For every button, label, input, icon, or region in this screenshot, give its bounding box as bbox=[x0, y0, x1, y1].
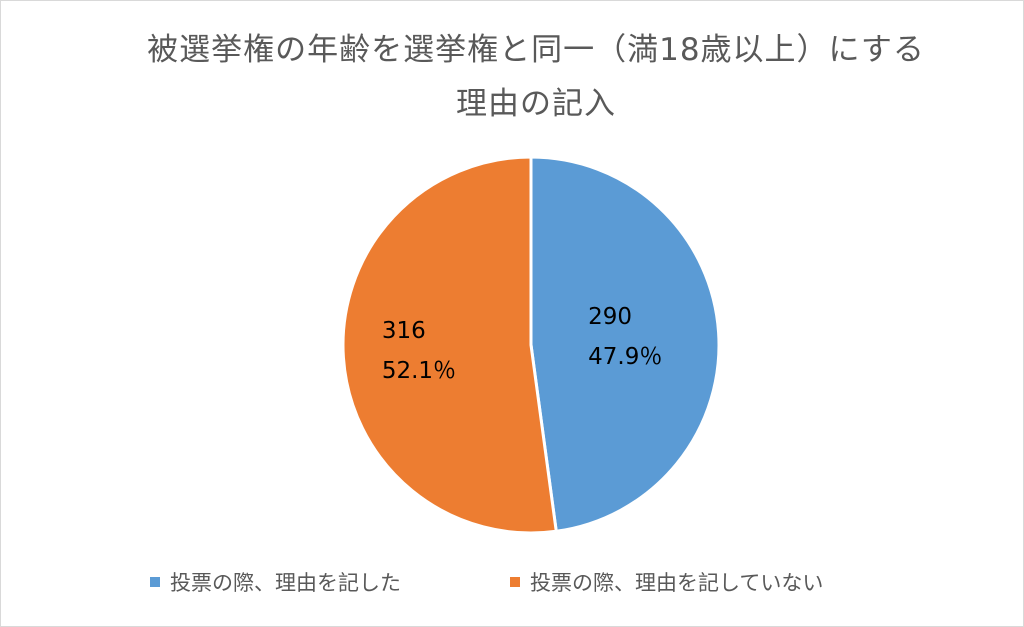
pie-data-labels: 290 47.9％ 316 52.1％ bbox=[382, 304, 663, 384]
legend-item-recorded: 投票の際、理由を記した bbox=[150, 567, 401, 597]
data-label-percent-recorded: 47.9％ bbox=[588, 344, 662, 370]
pie-chart: 290 47.9％ 316 52.1％ bbox=[341, 155, 721, 535]
legend-swatch-blue bbox=[150, 577, 160, 587]
data-label-value-not-recorded: 316 bbox=[382, 318, 426, 344]
legend-label-not-recorded: 投票の際、理由を記していない bbox=[530, 571, 824, 595]
legend-swatch-orange bbox=[510, 577, 520, 587]
legend-item-not-recorded: 投票の際、理由を記していない bbox=[510, 567, 823, 597]
chart-title-line-2: 理由の記入 bbox=[456, 86, 616, 122]
chart-title: 被選挙権の年齢を選挙権と同一（満18歳以上）にする 理由の記入 bbox=[101, 23, 971, 131]
data-label-percent-not-recorded: 52.1％ bbox=[382, 358, 456, 384]
data-label-value-recorded: 290 bbox=[588, 304, 632, 330]
legend-label-recorded: 投票の際、理由を記した bbox=[170, 571, 401, 595]
pie-slice-not-recorded bbox=[341, 155, 558, 535]
pie-slices bbox=[341, 155, 721, 535]
legend: 投票の際、理由を記した 投票の際、理由を記していない bbox=[1, 567, 1024, 597]
chart-title-line-1: 被選挙権の年齢を選挙権と同一（満18歳以上）にする bbox=[147, 32, 925, 68]
pie-slice-recorded bbox=[529, 155, 721, 533]
